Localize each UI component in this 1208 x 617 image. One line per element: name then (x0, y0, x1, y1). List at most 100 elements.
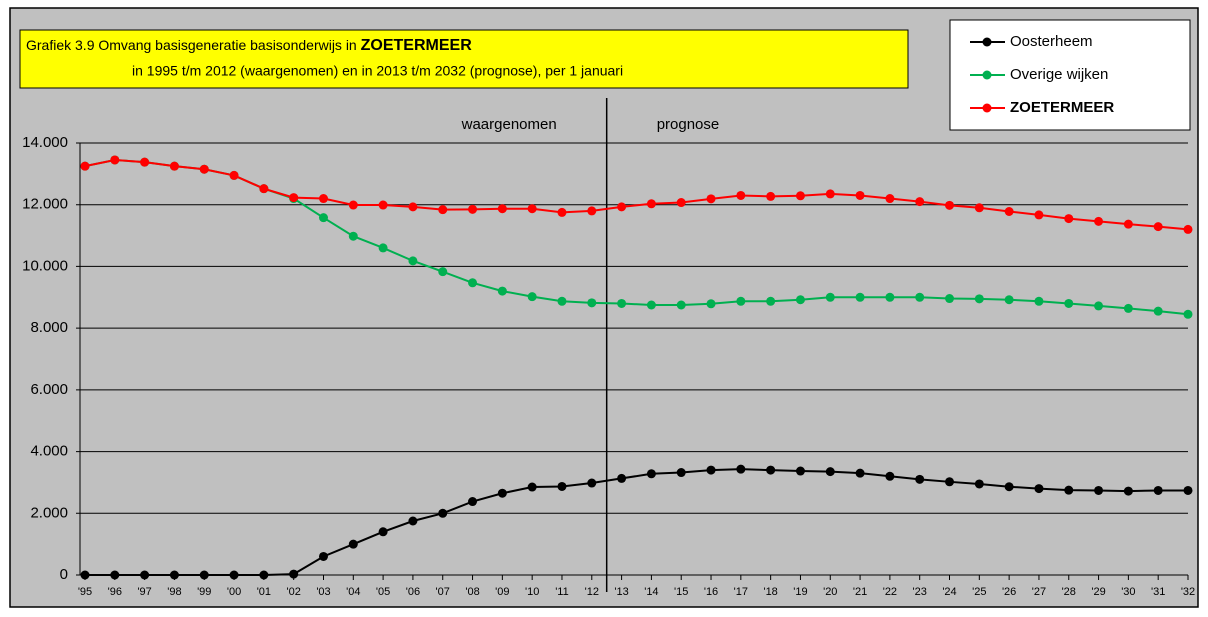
point (468, 497, 478, 507)
point (140, 570, 150, 580)
point (80, 161, 90, 171)
y-tick-label: 0 (60, 566, 68, 583)
point (557, 481, 567, 491)
point (1064, 298, 1074, 308)
point (438, 205, 448, 215)
point (885, 471, 895, 481)
legend-marker (982, 37, 992, 47)
point (676, 300, 686, 310)
point (318, 213, 328, 223)
x-tick-label: '99 (197, 586, 211, 598)
x-tick-label: '11 (555, 586, 569, 598)
point (706, 465, 716, 475)
point (706, 299, 716, 309)
point (1004, 207, 1014, 217)
point (497, 204, 507, 214)
x-tick-label: '15 (674, 586, 688, 598)
x-tick-label: '20 (823, 586, 837, 598)
point (1153, 306, 1163, 316)
point (736, 464, 746, 474)
point (766, 191, 776, 201)
point (378, 200, 388, 210)
y-tick-label: 10.000 (22, 257, 68, 274)
point (1094, 216, 1104, 226)
point (169, 570, 179, 580)
point (736, 190, 746, 200)
point (855, 190, 865, 200)
point (378, 243, 388, 253)
x-tick-label: '32 (1181, 586, 1195, 598)
x-tick-label: '08 (465, 586, 479, 598)
x-tick-label: '16 (704, 586, 718, 598)
point (617, 298, 627, 308)
x-tick-label: '31 (1151, 586, 1165, 598)
point (617, 473, 627, 483)
y-tick-label: 2.000 (30, 504, 68, 521)
point (825, 292, 835, 302)
point (408, 202, 418, 212)
point (646, 469, 656, 479)
point (885, 292, 895, 302)
point (885, 194, 895, 204)
x-tick-label: '04 (346, 586, 360, 598)
point (915, 197, 925, 207)
point (795, 295, 805, 305)
point (945, 477, 955, 487)
legend-label: Overige wijken (1010, 66, 1108, 83)
point (1034, 210, 1044, 220)
point (1153, 485, 1163, 495)
point (348, 539, 358, 549)
point (289, 193, 299, 203)
point (855, 468, 865, 478)
x-tick-label: '97 (137, 586, 151, 598)
x-tick-label: '13 (614, 586, 628, 598)
chart-subtitle: in 1995 t/m 2012 (waargenomen) en in 201… (132, 63, 623, 79)
x-tick-label: '03 (316, 586, 330, 598)
x-tick-label: '06 (406, 586, 420, 598)
point (408, 256, 418, 266)
x-tick-label: '09 (495, 586, 509, 598)
point (945, 294, 955, 304)
y-tick-label: 8.000 (30, 319, 68, 336)
x-tick-label: '12 (585, 586, 599, 598)
point (1034, 296, 1044, 306)
title-box (19, 29, 909, 89)
point (825, 189, 835, 199)
point (766, 465, 776, 475)
x-tick-label: '02 (287, 586, 301, 598)
x-tick-label: '07 (436, 586, 450, 598)
point (1183, 309, 1193, 319)
point (438, 508, 448, 518)
point (825, 467, 835, 477)
point (1094, 485, 1104, 495)
point (527, 204, 537, 214)
point (468, 204, 478, 214)
annotation: waargenomen (461, 116, 557, 133)
point (497, 286, 507, 296)
point (617, 202, 627, 212)
legend-label: ZOETERMEER (1010, 99, 1114, 116)
x-tick-label: '00 (227, 586, 241, 598)
point (945, 200, 955, 210)
point (557, 207, 567, 217)
point (199, 570, 209, 580)
point (795, 191, 805, 201)
point (974, 479, 984, 489)
title-emphasis: ZOETERMEER (361, 37, 473, 54)
point (438, 267, 448, 277)
legend-marker (982, 70, 992, 80)
y-tick-label: 12.000 (22, 196, 68, 213)
point (855, 292, 865, 302)
point (587, 298, 597, 308)
point (199, 164, 209, 174)
point (587, 478, 597, 488)
point (110, 570, 120, 580)
point (497, 488, 507, 498)
x-tick-label: '23 (913, 586, 927, 598)
x-tick-label: '25 (972, 586, 986, 598)
point (110, 155, 120, 165)
x-tick-label: '22 (883, 586, 897, 598)
x-tick-label: '96 (108, 586, 122, 598)
x-tick-label: '19 (793, 586, 807, 598)
